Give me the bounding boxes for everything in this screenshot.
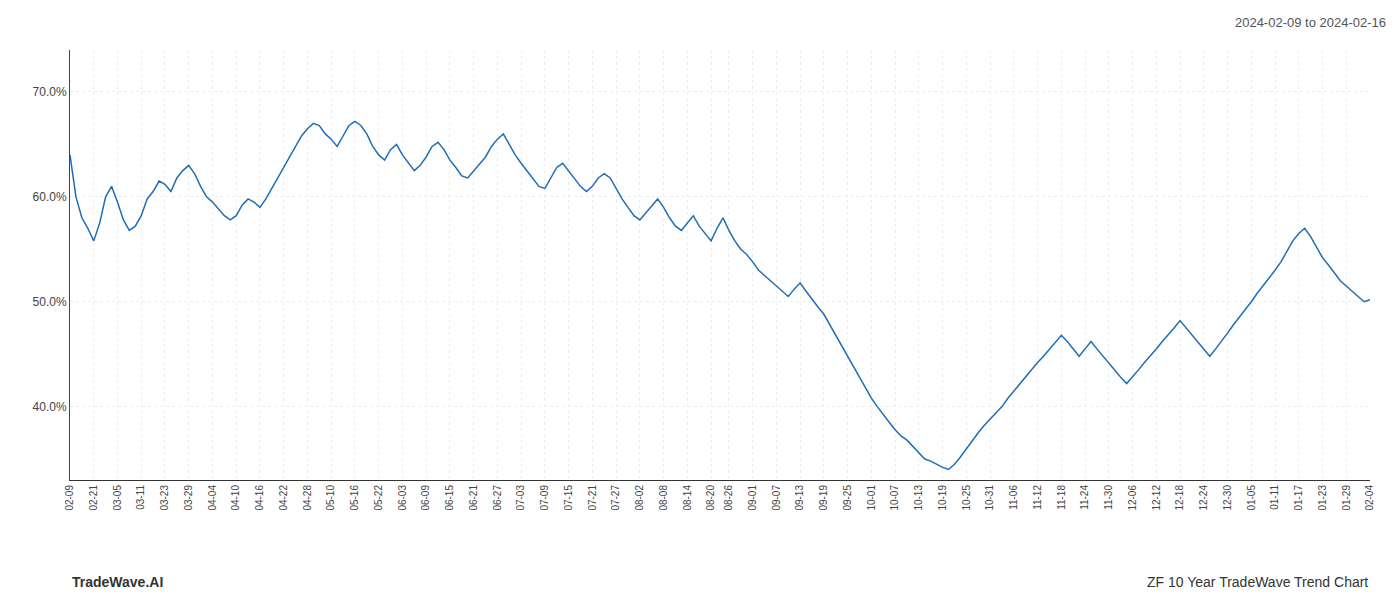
svg-text:04-10: 04-10 [230,485,241,511]
svg-text:03-05: 03-05 [112,485,123,511]
svg-text:60.0%: 60.0% [33,190,67,204]
svg-text:09-07: 09-07 [771,485,782,511]
svg-text:07-15: 07-15 [563,485,574,511]
svg-text:10-19: 10-19 [937,485,948,511]
svg-text:11-06: 11-06 [1008,485,1019,510]
svg-text:06-21: 06-21 [468,485,479,511]
svg-text:07-21: 07-21 [587,485,598,511]
svg-text:03-29: 03-29 [183,485,194,511]
svg-text:01-05: 01-05 [1246,485,1257,511]
svg-text:12-30: 12-30 [1222,485,1233,511]
svg-text:40.0%: 40.0% [33,400,67,414]
svg-text:09-25: 09-25 [842,485,853,511]
svg-text:01-29: 01-29 [1341,485,1352,511]
svg-text:10-13: 10-13 [913,485,924,511]
svg-text:10-31: 10-31 [984,485,995,511]
svg-text:11-12: 11-12 [1032,485,1043,510]
svg-text:06-27: 06-27 [492,485,503,511]
svg-text:02-04: 02-04 [1364,485,1375,511]
svg-text:04-28: 04-28 [302,485,313,511]
svg-text:2024-02-09 to 2024-02-16: 2024-02-09 to 2024-02-16 [1235,15,1386,30]
svg-text:02-21: 02-21 [88,485,99,511]
svg-text:50.0%: 50.0% [33,295,67,309]
svg-text:08-08: 08-08 [658,485,669,511]
svg-text:08-20: 08-20 [705,485,716,511]
svg-text:01-11: 01-11 [1269,485,1280,510]
svg-text:03-11: 03-11 [135,485,146,510]
svg-text:11-24: 11-24 [1079,485,1090,510]
svg-text:12-12: 12-12 [1151,485,1162,511]
svg-text:01-17: 01-17 [1293,485,1304,511]
svg-text:04-04: 04-04 [207,485,218,511]
svg-text:10-25: 10-25 [961,485,972,511]
svg-text:10-07: 10-07 [889,485,900,511]
svg-text:05-10: 05-10 [325,485,336,511]
svg-text:06-15: 06-15 [444,485,455,511]
svg-text:12-06: 12-06 [1127,485,1138,511]
svg-text:07-03: 07-03 [515,485,526,511]
svg-text:ZF 10 Year TradeWave Trend Cha: ZF 10 Year TradeWave Trend Chart [1147,574,1368,590]
svg-text:09-13: 09-13 [794,485,805,511]
svg-text:11-30: 11-30 [1103,485,1114,510]
svg-text:08-02: 08-02 [634,485,645,511]
svg-text:08-26: 08-26 [723,485,734,511]
svg-text:09-01: 09-01 [747,485,758,511]
svg-text:04-16: 04-16 [254,485,265,511]
svg-text:10-01: 10-01 [866,485,877,511]
svg-text:11-18: 11-18 [1056,485,1067,510]
svg-text:70.0%: 70.0% [33,85,67,99]
svg-text:02-09: 02-09 [64,485,75,511]
svg-text:04-22: 04-22 [278,485,289,511]
svg-text:09-19: 09-19 [818,485,829,511]
svg-text:05-16: 05-16 [349,485,360,511]
svg-text:03-23: 03-23 [159,485,170,511]
svg-text:08-14: 08-14 [682,485,693,511]
svg-text:01-23: 01-23 [1317,485,1328,511]
svg-text:06-09: 06-09 [420,485,431,511]
svg-text:05-22: 05-22 [373,485,384,511]
svg-text:06-03: 06-03 [397,485,408,511]
svg-text:12-24: 12-24 [1198,485,1209,511]
svg-text:07-09: 07-09 [539,485,550,511]
svg-text:07-27: 07-27 [610,485,621,511]
svg-text:TradeWave.AI: TradeWave.AI [72,574,163,590]
svg-text:12-18: 12-18 [1174,485,1185,511]
